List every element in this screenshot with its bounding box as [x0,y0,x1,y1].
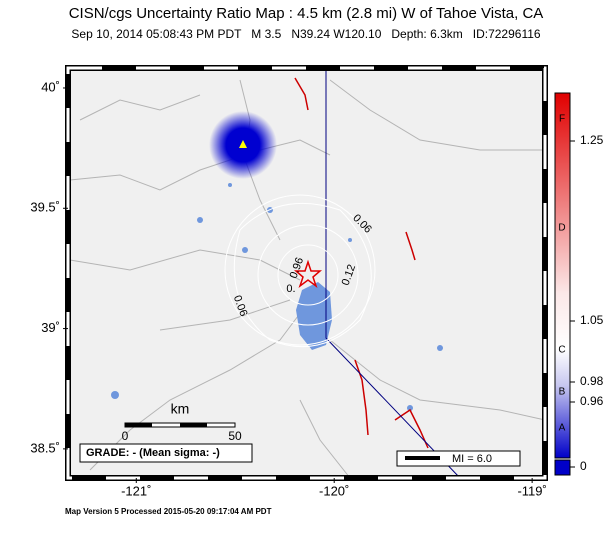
colorbar-zero [554,459,571,476]
colorbar-letter: B [559,387,566,398]
colorbar-letter: F [559,114,565,125]
x-tick-label: -120˚ [319,483,349,498]
water-bodies [111,183,443,411]
colorbar-tick-label: 1.05 [580,313,604,327]
map-area: 0.060.96 0.120.060. [65,65,548,481]
colorbar-tick-label: 0.98 [580,374,604,388]
legend-text: MI = 6.0 [452,453,492,465]
subtitle: Sep 10, 2014 05:08:43 PM PDT M 3.5 N39.2… [71,27,540,41]
map-frame-pattern [66,66,547,480]
station [239,140,247,148]
colorbar-letter: C [558,345,565,356]
grade: GRADE: - (Mean sigma: -) [86,447,220,459]
title: CISN/cgs Uncertainty Ratio Map : 4.5 km … [69,5,544,22]
scale-label: 50 [228,429,242,443]
y-tick-label: 39˚ [41,320,60,335]
epicenter [293,259,323,289]
x-tick-label: -119˚ [517,483,546,498]
scale-bar: km 0 50 [122,401,242,443]
legend-box [396,450,521,467]
colorbar-tick-label: 1.25 [580,133,604,147]
colorbar-letter: D [558,223,565,234]
y-tick-label: 39.5˚ [30,200,60,215]
grade-box [79,443,253,463]
map-background [68,68,545,478]
scale-label: 0 [122,429,129,443]
y-tick-label: 40˚ [41,79,60,94]
contours [224,194,376,348]
colorbar-letter: A [559,423,566,434]
y-tick-label: 38.5˚ [30,440,60,455]
contour-label: 0. [286,283,295,295]
faults [294,77,429,449]
colorbar-gradient [554,92,571,459]
lake-tahoe [296,282,332,350]
colorbar-tick-label: 0.96 [580,394,604,408]
footer: Map Version 5 Processed 2015-05-20 09:17… [65,507,272,516]
colorbar-tick-label: 0 [580,459,587,473]
colorbar [554,92,571,476]
x-tick-label: -121˚ [121,483,151,498]
state-boundary [325,68,461,479]
scale-title: km [171,401,190,417]
